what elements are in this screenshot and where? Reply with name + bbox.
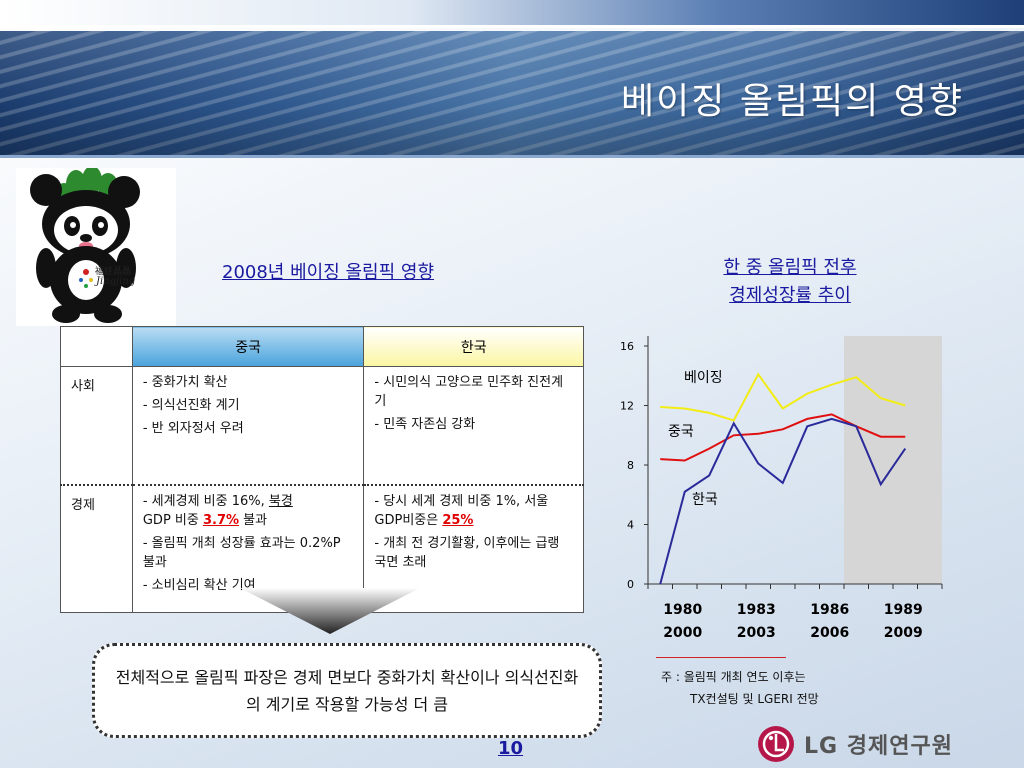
header-banner bbox=[0, 31, 1024, 155]
x-tick-label: 1989 bbox=[884, 602, 923, 618]
header-divider bbox=[0, 155, 1024, 158]
list-item: - 반 외자정서 우려 bbox=[142, 421, 244, 436]
x-tick-label: 2009 bbox=[884, 625, 923, 641]
y-tick-label: 12 bbox=[620, 400, 634, 413]
list-item: - 올림픽 개최 성장률 효과는 0.2%P 불과 bbox=[142, 535, 341, 570]
chart-note-line2: TX컨설팅 및 LGERI 전망 bbox=[690, 692, 819, 706]
table-header-row: 중국 한국 bbox=[60, 326, 584, 367]
cell-social-china: - 중화가치 확산 - 의식선진화 계기 - 반 외자정서 우려 bbox=[131, 366, 365, 486]
list-item: - 시민의식 고양으로 민주화 진전계기 bbox=[374, 375, 564, 409]
x-tick-label: 1986 bbox=[810, 602, 849, 618]
series-line-0 bbox=[660, 372, 906, 422]
down-arrow-icon bbox=[240, 588, 420, 634]
lg-logo-icon bbox=[758, 726, 794, 762]
highlight-value: 3.7% bbox=[202, 512, 240, 528]
y-tick-label: 4 bbox=[627, 519, 634, 532]
list-item: - 당시 세계 경제 비중 1%, 서울GDP비중은 25% bbox=[374, 492, 575, 530]
text-fragment: 불과 bbox=[239, 512, 268, 528]
text-fragment: GDP 비중 bbox=[142, 512, 203, 528]
table-row-social: 사회 - 중화가치 확산 - 의식선진화 계기 - 반 외자정서 우려 - 시민… bbox=[60, 366, 584, 486]
series-label: 한국 bbox=[692, 492, 718, 508]
x-tick-label: 1983 bbox=[737, 602, 776, 618]
series-label: 베이징 bbox=[684, 370, 723, 386]
list-item: - 의식선진화 계기 bbox=[142, 398, 240, 413]
lg-logo: LG 경제연구원 bbox=[756, 722, 970, 766]
list-item: - 개최 전 경기활황, 이후에는 급랭 국면 초래 bbox=[374, 535, 560, 570]
row-label-social: 사회 bbox=[60, 366, 133, 486]
y-tick-label: 8 bbox=[627, 459, 634, 472]
y-tick-label: 16 bbox=[620, 340, 634, 353]
x-tick-label: 2003 bbox=[737, 625, 776, 641]
list-item: - 민족 자존심 강화 bbox=[374, 417, 476, 432]
list-item: - 중화가치 확산 bbox=[142, 375, 228, 390]
list-item: - 세계경제 비중 16%, 북경 GDP 비중 3.7% 불과 bbox=[143, 492, 356, 530]
x-tick-label: 2006 bbox=[810, 625, 849, 641]
chart-title-line2: 경제성장률 추이 bbox=[729, 285, 851, 306]
highlight-value: 25% bbox=[442, 512, 474, 528]
chart-note-line1: 주 : 올림픽 개최 연도 이후는 bbox=[661, 670, 806, 684]
mascot-image bbox=[16, 166, 176, 326]
series-line-1 bbox=[660, 413, 906, 462]
summary-box: 전체적으로 올림픽 파장은 경제 면보다 중화가치 확산이나 의식선진화의 계기… bbox=[92, 643, 602, 738]
chart-title-line1: 한 중 올림픽 전후 bbox=[723, 257, 857, 278]
impact-table: 중국 한국 사회 - 중화가치 확산 - 의식선진화 계기 - 반 외자정서 우… bbox=[60, 326, 584, 613]
mascot-caption-en: Jingjing bbox=[96, 276, 136, 287]
note-divider bbox=[656, 657, 786, 658]
text-fragment: - 당시 세계 경제 비중 1%, 서울GDP비중은 bbox=[374, 493, 549, 528]
table-corner-cell bbox=[60, 326, 133, 367]
series-line-2 bbox=[659, 417, 907, 585]
chart-title: 한 중 올림픽 전후 경제성장률 추이 bbox=[690, 254, 890, 310]
column-header-korea: 한국 bbox=[363, 326, 584, 367]
column-header-china: 중국 bbox=[131, 326, 365, 367]
table-title: 2008년 베이징 올림픽 영향 bbox=[222, 262, 435, 283]
series-label: 중국 bbox=[668, 424, 694, 440]
x-tick-label: 1980 bbox=[663, 602, 702, 618]
text-fragment: - 세계경제 비중 16%, bbox=[142, 493, 269, 509]
row-label-economy: 경제 bbox=[60, 484, 133, 613]
slide-title: 베이징 올림픽의 영향 bbox=[621, 81, 964, 122]
y-tick-label: 0 bbox=[627, 578, 634, 591]
top-bar bbox=[0, 0, 1024, 28]
x-tick-label: 2000 bbox=[663, 625, 702, 641]
cell-social-korea: - 시민의식 고양으로 민주화 진전계기 - 민족 자존심 강화 bbox=[363, 366, 584, 486]
forecast-shade bbox=[844, 336, 942, 584]
mascot-caption-cn: 福娃晶晶 bbox=[95, 267, 132, 277]
page-number: 10 bbox=[498, 738, 524, 759]
logo-text: LG 경제연구원 bbox=[804, 734, 953, 759]
text-fragment: 북경 bbox=[268, 493, 293, 509]
list-item: - 소비심리 확산 기여 bbox=[142, 577, 256, 593]
growth-chart: 0 4 8 12 16 1980 1983 1986 1989 2000 2003 2006 2009 베… bbox=[620, 336, 943, 641]
